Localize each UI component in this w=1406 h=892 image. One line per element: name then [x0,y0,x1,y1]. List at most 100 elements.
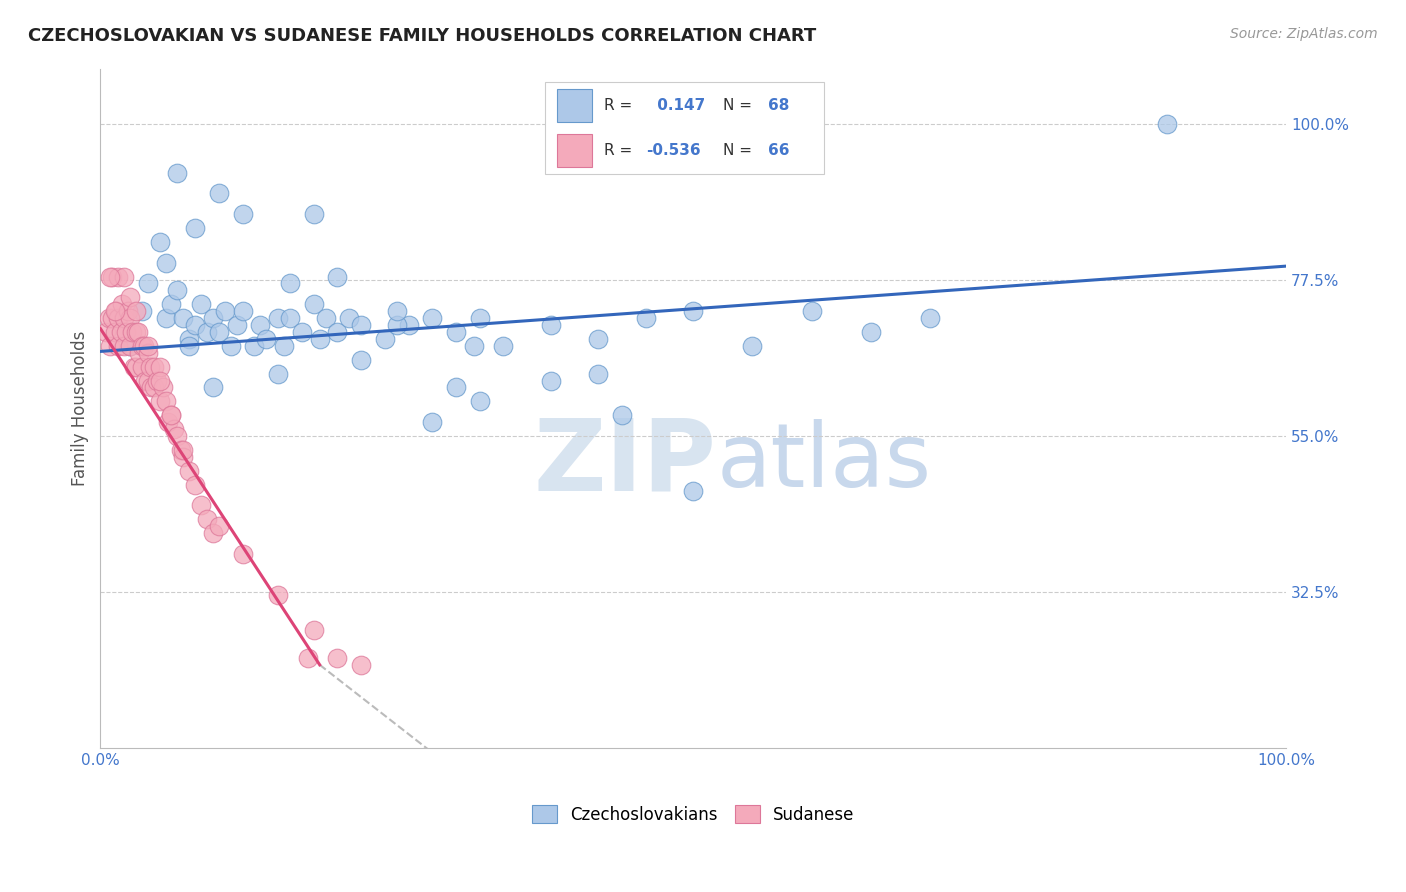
Point [136,346,159,360]
Point [179,339,201,353]
Text: R =: R = [605,98,637,112]
Point [141,380,163,394]
Point [160,408,183,422]
Point [134,374,156,388]
Point [195,325,218,339]
Text: atlas: atlas [717,419,932,506]
Text: -0.536: -0.536 [645,144,700,158]
Point [297,651,319,665]
Point [98,339,121,353]
Point [190,297,212,311]
Point [166,165,188,179]
Point [98,269,121,284]
Point [190,499,212,513]
Point [101,311,124,326]
Text: N =: N = [723,144,756,158]
Point [468,394,491,409]
Point [232,207,254,221]
Point [398,318,420,332]
Point [249,318,271,332]
Point [118,339,141,353]
Point [444,325,467,339]
Point [117,304,139,318]
Point [337,311,360,326]
Point [128,346,150,360]
Point [540,374,562,388]
Point [107,269,129,284]
Point [267,589,290,603]
Point [110,325,132,339]
Point [103,325,125,339]
Point [155,255,177,269]
Point [131,304,153,318]
Point [350,657,373,672]
Point [420,311,443,326]
Point [588,367,610,381]
Point [201,526,224,541]
Point [122,359,145,374]
Point [136,374,159,388]
FancyBboxPatch shape [557,135,592,167]
Point [160,297,183,311]
Point [468,311,491,326]
Point [179,332,201,346]
Point [166,429,188,443]
Point [155,394,177,409]
Point [101,269,124,284]
FancyBboxPatch shape [546,82,824,174]
Point [1156,117,1178,131]
Point [121,325,143,339]
Point [540,318,562,332]
Point [278,277,301,291]
Point [201,380,224,394]
Point [195,512,218,526]
Point [136,277,159,291]
Point [172,450,194,464]
Point [142,359,165,374]
Point [302,297,325,311]
Point [326,325,349,339]
Point [184,477,207,491]
Point [278,311,301,326]
Point [107,311,129,326]
Text: R =: R = [605,144,637,158]
Text: 0.147: 0.147 [651,98,704,112]
Point [859,325,882,339]
Point [127,325,149,339]
Point [170,442,193,457]
Point [107,339,129,353]
Point [315,311,337,326]
Point [146,374,169,388]
Point [243,339,266,353]
Text: N =: N = [723,98,756,112]
Point [184,221,207,235]
Point [232,304,254,318]
Point [492,339,515,353]
Point [97,311,120,326]
Point [225,318,247,332]
Point [350,352,373,367]
Point [118,290,141,304]
Point [267,311,290,326]
Point [166,284,188,298]
Point [134,339,156,353]
Point [800,304,823,318]
Point [920,311,942,326]
Text: Source: ZipAtlas.com: Source: ZipAtlas.com [1230,27,1378,41]
Point [308,332,330,346]
Legend: Czechoslovakians, Sudanese: Czechoslovakians, Sudanese [523,797,863,832]
Point [149,235,172,249]
Point [254,332,277,346]
Text: CZECHOSLOVAKIAN VS SUDANESE FAMILY HOUSEHOLDS CORRELATION CHART: CZECHOSLOVAKIAN VS SUDANESE FAMILY HOUSE… [28,27,817,45]
Point [155,311,177,326]
Point [179,464,201,478]
Point [201,311,224,326]
Point [103,304,125,318]
Point [463,339,485,353]
Point [118,339,141,353]
Point [136,339,159,353]
Text: 68: 68 [768,98,789,112]
Point [214,304,236,318]
Point [682,304,704,318]
Point [125,304,148,318]
